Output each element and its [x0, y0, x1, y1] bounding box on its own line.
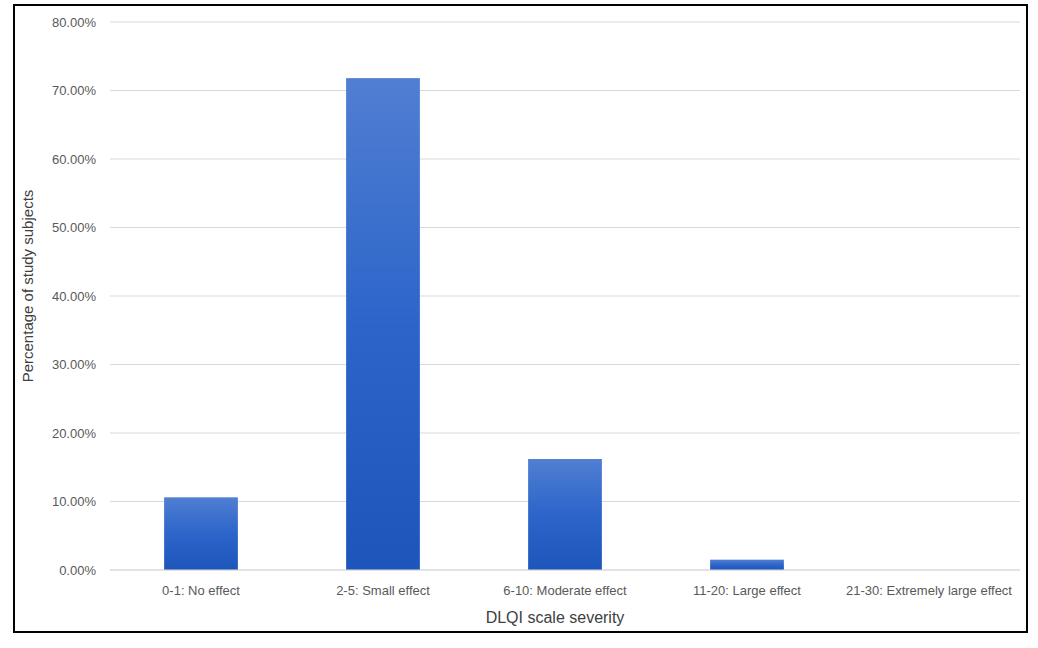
y-tick-label: 60.00%	[52, 152, 97, 167]
chart-frame	[14, 5, 1027, 632]
grid-line	[110, 433, 1020, 434]
y-tick-label: 40.00%	[52, 289, 97, 304]
y-tick-label: 30.00%	[52, 357, 97, 372]
y-axis-label: Percentage of study subjects	[19, 190, 36, 383]
bar	[710, 560, 784, 570]
grid-line	[110, 22, 1020, 23]
x-axis-label: DLQI scale severity	[486, 609, 625, 626]
y-tick-label: 10.00%	[52, 494, 97, 509]
y-tick-label: 0.00%	[59, 563, 96, 578]
bar-shading	[710, 560, 784, 570]
grid-line	[110, 570, 1020, 571]
x-tick-label: 21-30: Extremely large effect	[846, 583, 1012, 598]
grid-line	[110, 159, 1020, 160]
x-tick-label: 0-1: No effect	[162, 583, 240, 598]
x-tick-label: 11-20: Large effect	[693, 583, 801, 598]
bar	[164, 497, 238, 570]
grid-line	[110, 296, 1020, 297]
bar-shading	[528, 459, 602, 570]
y-tick-label: 70.00%	[52, 83, 97, 98]
y-tick-label: 80.00%	[52, 15, 97, 30]
bar-shading	[164, 497, 238, 570]
y-tick-label: 20.00%	[52, 426, 97, 441]
bar	[346, 78, 420, 570]
grid-line	[110, 227, 1020, 228]
bar	[528, 459, 602, 570]
x-axis-line	[110, 570, 1020, 571]
grid-line	[110, 364, 1020, 365]
y-tick-label: 50.00%	[52, 220, 97, 235]
grid-line	[110, 90, 1020, 91]
x-tick-label: 6-10: Moderate effect	[503, 583, 627, 598]
x-tick-label: 2-5: Small effect	[336, 583, 430, 598]
chart: 0.00% 10.00% 20.00% 30.00% 40.00% 50.00% 60.00…	[0, 0, 1038, 648]
bars	[164, 78, 784, 570]
bar-shading	[346, 78, 420, 570]
